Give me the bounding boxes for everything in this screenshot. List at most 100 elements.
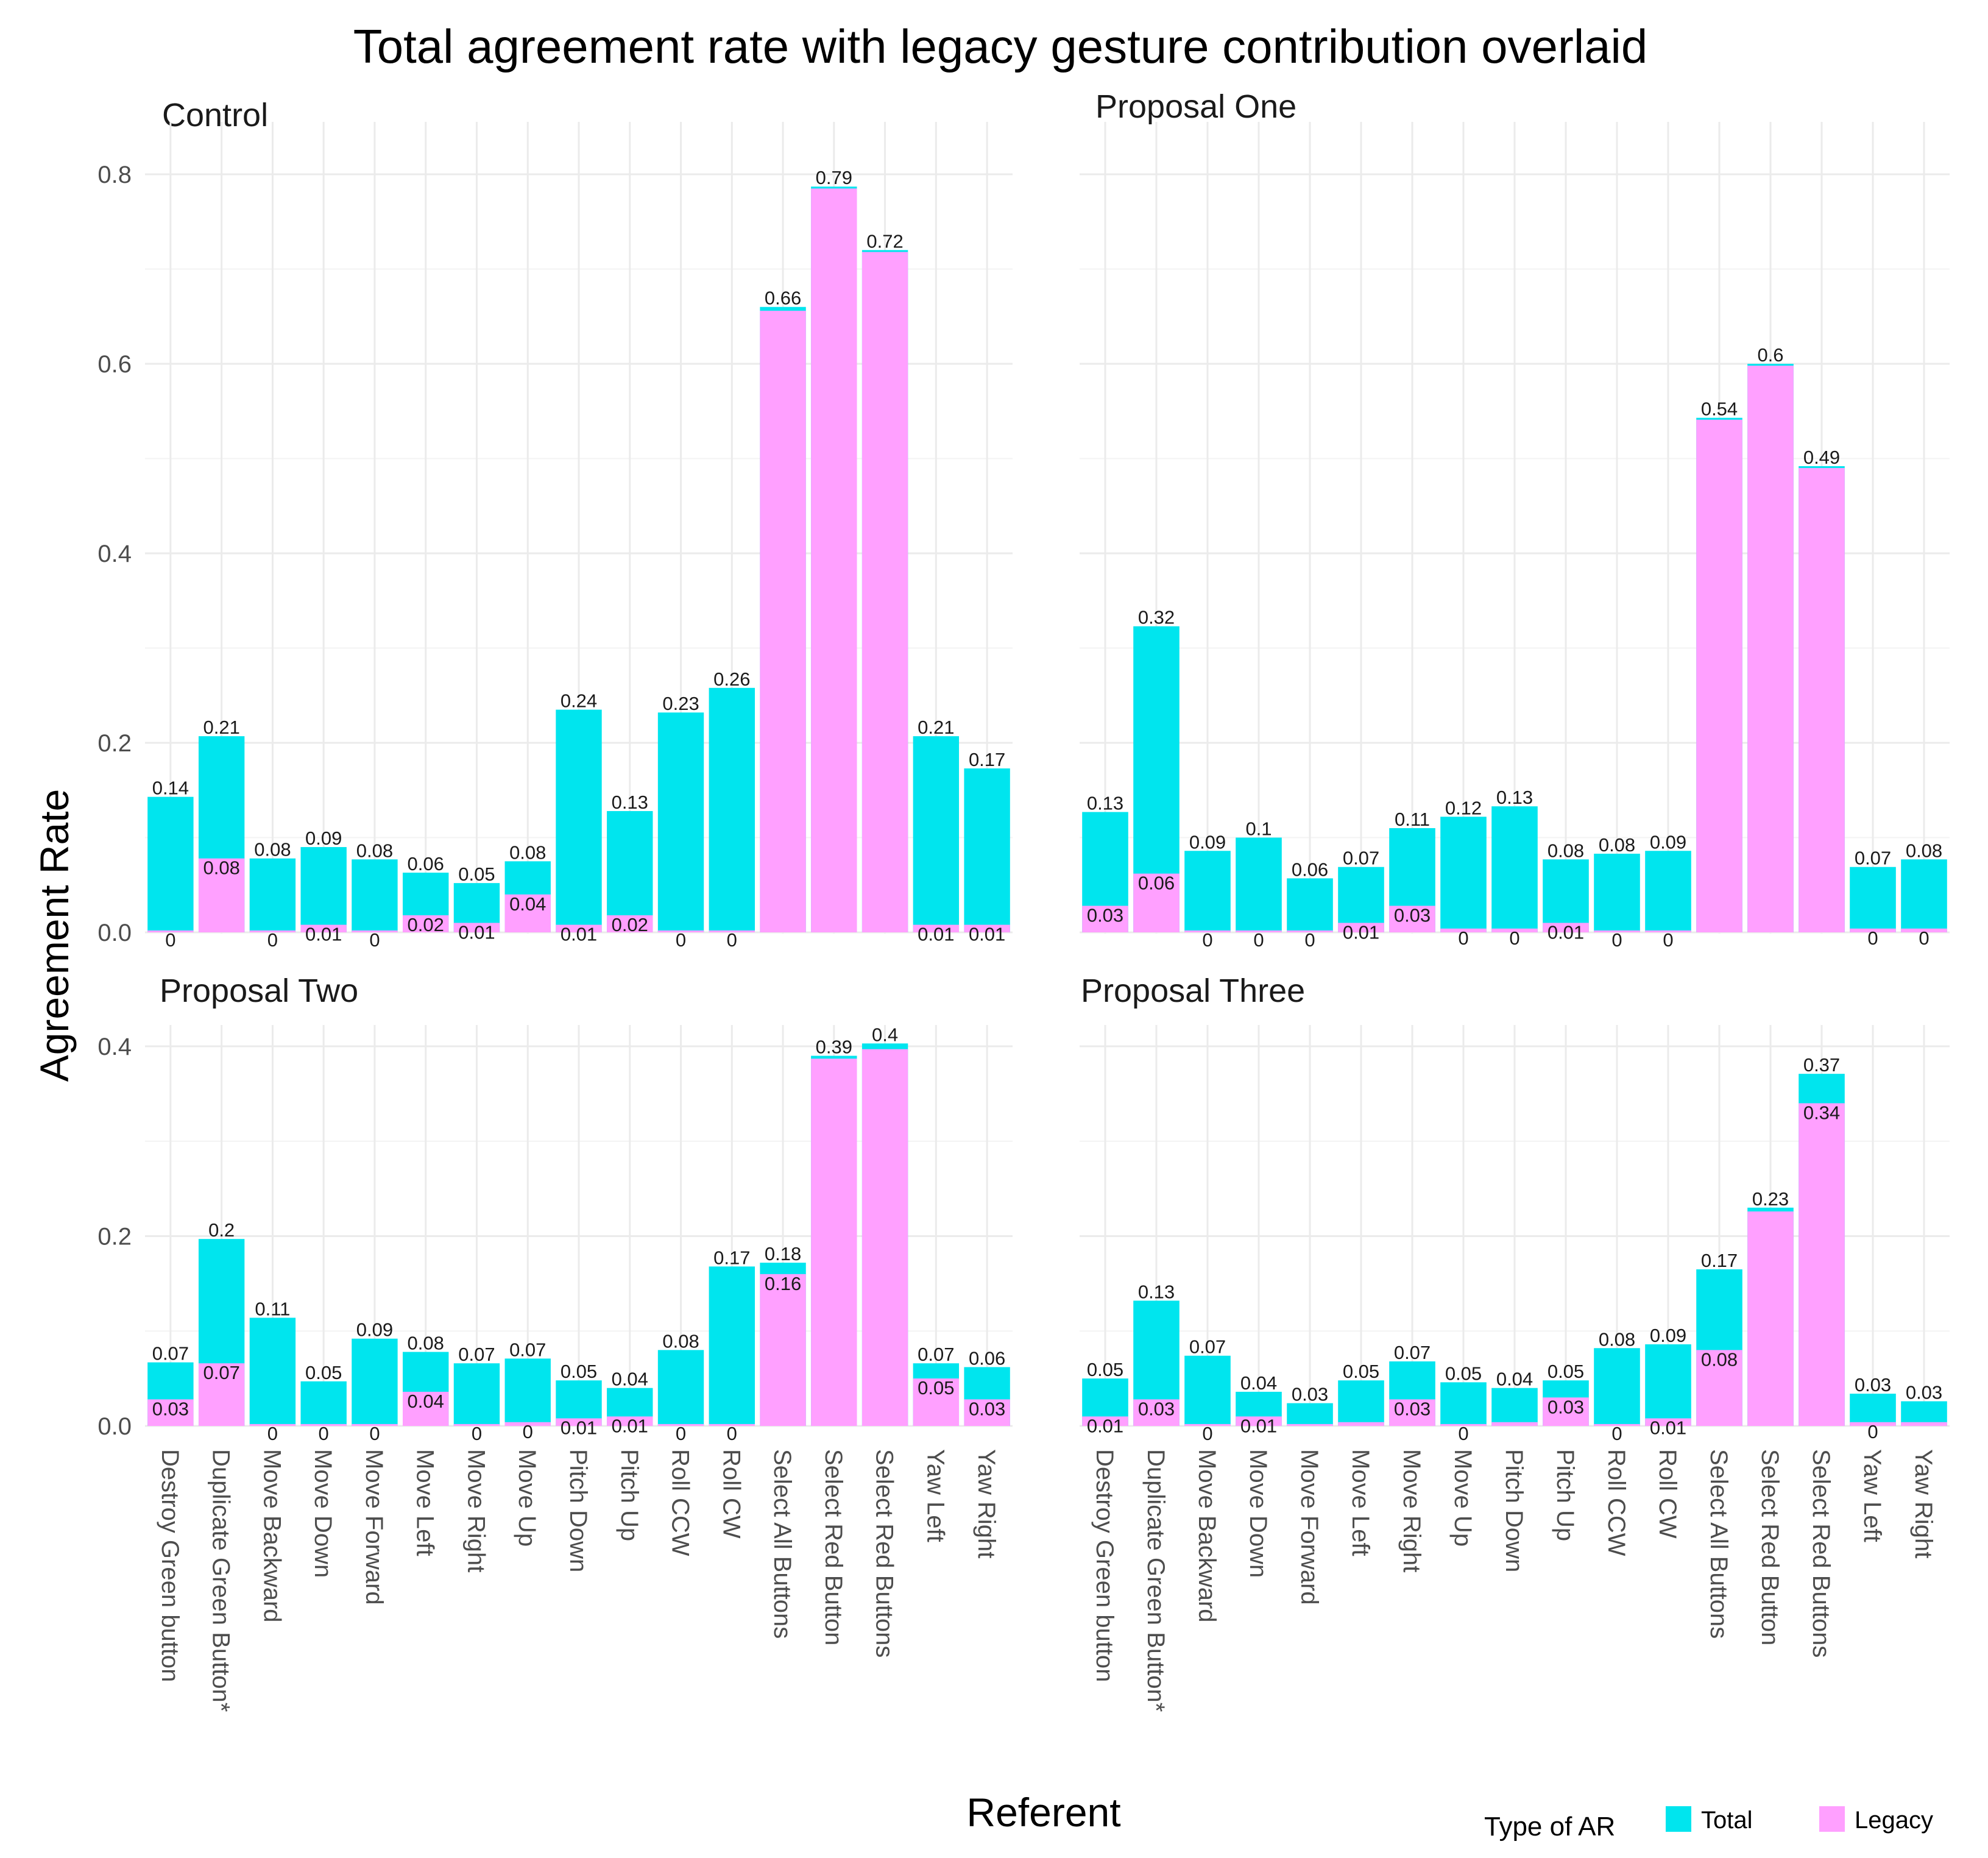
- legacy-value-label: 0.02: [408, 914, 444, 935]
- x-tick-label: Move Up: [1449, 1449, 1476, 1547]
- panel-proposal-two: Proposal Two 0.0 0.2 0.4 0.07 0.03 0.2 0.07 0.11…: [97, 973, 1013, 1712]
- panel-proposal-one: Proposal One 0.13 0.03 0.32 0.06 0.09 0 0.1 0 0.0…: [1080, 88, 1950, 951]
- total-value-label: 0.05: [1445, 1363, 1482, 1384]
- total-bar: [453, 1363, 500, 1426]
- y-tick-label: 0.0: [97, 1413, 132, 1440]
- total-value-label: 0.07: [918, 1344, 954, 1365]
- legacy-bar: [1645, 930, 1691, 932]
- total-value-label: 0.13: [1496, 787, 1533, 808]
- total-value-label: 0.32: [1138, 607, 1175, 628]
- x-tick-label: Move Down: [310, 1449, 336, 1578]
- total-value-label: 0.08: [509, 842, 546, 863]
- legacy-value-label: 0.01: [458, 921, 495, 943]
- legacy-value-label: 0.16: [765, 1273, 801, 1294]
- total-bar: [1440, 817, 1487, 932]
- legacy-bar: [504, 894, 551, 932]
- legend-label-legacy: Legacy: [1855, 1807, 1933, 1834]
- x-tick-label: Move Left: [412, 1449, 439, 1556]
- chart-title: Total agreement rate with legacy gesture…: [353, 20, 1648, 73]
- total-value-label: 0.17: [1701, 1250, 1738, 1271]
- total-value-label: 0.72: [866, 230, 903, 252]
- legacy-bar: [1799, 468, 1845, 932]
- total-bar: [1491, 806, 1538, 932]
- x-tick-label: Select All Buttons: [1705, 1449, 1732, 1639]
- legacy-value-label: 0.01: [1343, 921, 1379, 943]
- legacy-value-label: 0: [1253, 929, 1264, 951]
- total-value-label: 0.39: [816, 1037, 852, 1058]
- legacy-bar: [249, 1424, 296, 1426]
- total-value-label: 0.79: [816, 167, 852, 188]
- legacy-value-label: 0.02: [612, 914, 648, 935]
- legacy-bar: [1133, 1399, 1180, 1426]
- legacy-bar: [1543, 1397, 1589, 1426]
- legacy-bar: [709, 1424, 755, 1426]
- total-value-label: 0.04: [612, 1369, 648, 1390]
- x-tick-label: Duplicate Green Button*: [208, 1449, 235, 1712]
- legacy-value-label: 0: [676, 1423, 686, 1444]
- legacy-bar: [709, 930, 755, 932]
- total-value-label: 0.03: [1906, 1382, 1942, 1403]
- total-value-label: 0.2: [208, 1219, 235, 1241]
- legacy-value-label: 0.01: [1548, 921, 1584, 943]
- total-value-label: 0.07: [509, 1339, 546, 1360]
- total-value-label: 0.08: [1906, 840, 1942, 861]
- legend-swatch-legacy: [1819, 1806, 1845, 1832]
- legacy-bar: [300, 1424, 347, 1426]
- legacy-value-label: 0.07: [203, 1362, 239, 1383]
- total-bar: [1440, 1382, 1487, 1426]
- legacy-value-label: 0.01: [918, 924, 954, 945]
- total-bar: [504, 1358, 551, 1426]
- legacy-bar: [861, 1049, 908, 1426]
- total-value-label: 0.08: [662, 1330, 699, 1352]
- legacy-value-label: 0: [676, 929, 686, 951]
- legacy-bar: [556, 1418, 602, 1426]
- total-value-label: 0.09: [1650, 1325, 1686, 1346]
- legacy-value-label: 0.06: [1138, 873, 1175, 894]
- total-bar: [249, 858, 296, 932]
- legacy-bar: [1901, 928, 1947, 932]
- legacy-value-label: 0.03: [1138, 1398, 1175, 1419]
- legacy-bar: [811, 1058, 857, 1426]
- x-tick-label: Move Backward: [1194, 1449, 1220, 1623]
- x-tick-label: Select Red Button: [1756, 1449, 1783, 1645]
- legacy-value-label: 0.01: [612, 1415, 648, 1436]
- legacy-bar: [1082, 906, 1128, 932]
- legend-label-total: Total: [1701, 1807, 1753, 1834]
- legacy-bar: [556, 924, 602, 932]
- legacy-bar: [352, 930, 398, 932]
- legacy-value-label: 0: [1458, 1423, 1468, 1444]
- legacy-bar: [1440, 1424, 1487, 1426]
- legacy-bar: [1747, 1211, 1794, 1426]
- total-value-label: 0.23: [662, 693, 699, 714]
- total-bar: [607, 810, 653, 932]
- total-bar: [1338, 867, 1384, 932]
- y-tick-label: 0.4: [97, 1034, 132, 1060]
- legacy-value-label: 0.04: [408, 1391, 444, 1412]
- total-value-label: 0.12: [1445, 797, 1482, 818]
- panel-title: Proposal One: [1095, 88, 1296, 125]
- total-bar: [1645, 851, 1691, 932]
- y-tick-label: 0.2: [97, 1224, 132, 1250]
- legacy-bar: [198, 1363, 245, 1426]
- total-value-label: 0.49: [1803, 447, 1840, 468]
- legacy-value-label: 0: [1202, 929, 1212, 951]
- legacy-value-label: 0.01: [561, 1417, 597, 1439]
- total-value-label: 0.66: [765, 288, 801, 309]
- x-tick-label: Select Red Button: [820, 1449, 847, 1645]
- legacy-bar: [760, 1274, 806, 1426]
- total-value-label: 0.06: [969, 1347, 1005, 1369]
- x-tick-label: Move Forward: [1296, 1449, 1323, 1605]
- legacy-value-label: 0: [319, 1423, 329, 1444]
- x-tick-label: Roll CW: [1654, 1449, 1681, 1539]
- x-tick-label: Move Right: [462, 1449, 489, 1572]
- legend-swatch-total: [1666, 1806, 1691, 1832]
- legacy-bar: [453, 923, 500, 932]
- total-bar: [300, 847, 347, 932]
- legacy-value-label: 0: [727, 1423, 737, 1444]
- x-tick-label: Pitch Up: [1552, 1449, 1579, 1541]
- x-tick-label: Yaw Left: [1859, 1449, 1886, 1542]
- total-bar: [1236, 837, 1282, 932]
- legacy-bar: [1338, 1422, 1384, 1426]
- total-bar: [1594, 1348, 1640, 1426]
- total-value-label: 0.05: [1087, 1359, 1123, 1380]
